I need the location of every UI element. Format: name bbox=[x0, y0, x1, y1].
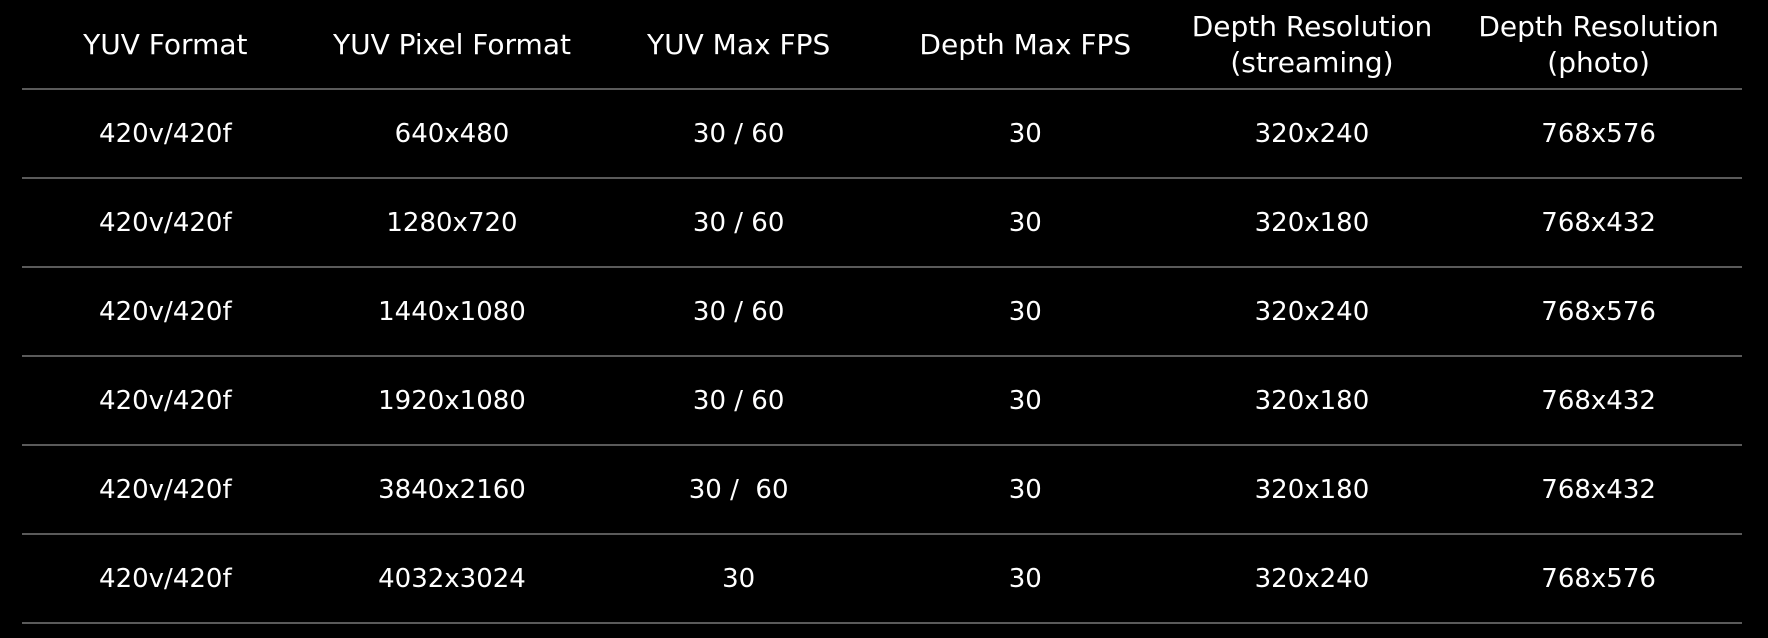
header-label-line-1: Depth Resolution bbox=[1478, 10, 1719, 43]
cell-yuv-format: 420v/420f bbox=[99, 474, 232, 505]
cell-yuv-pixel-format: 3840x2160 bbox=[378, 474, 526, 505]
cell-yuv-format: 420v/420f bbox=[99, 385, 232, 416]
cell-yuv-format: 420v/420f bbox=[99, 296, 232, 327]
header-yuv-max-fps: YUV Max FPS bbox=[595, 25, 882, 63]
cell-depth-resolution-streaming: 320x180 bbox=[1254, 474, 1370, 505]
header-depth-resolution-streaming: Depth Resolution (streaming) bbox=[1169, 7, 1456, 81]
cell-depth-resolution-photo: 768x576 bbox=[1541, 296, 1656, 327]
cell-yuv-format: 420v/420f bbox=[99, 118, 232, 149]
cell-depth-resolution-photo: 768x432 bbox=[1541, 385, 1656, 416]
table-row: 420v/420f 4032x3024 30 30 320x240 768x57… bbox=[22, 535, 1742, 624]
cell-depth-resolution-streaming: 320x180 bbox=[1254, 207, 1370, 238]
cell-yuv-pixel-format: 640x480 bbox=[394, 118, 510, 149]
cell-depth-resolution-streaming: 320x240 bbox=[1254, 118, 1370, 149]
header-depth-resolution-photo: Depth Resolution (photo) bbox=[1455, 7, 1742, 81]
header-label-line-2: (streaming) bbox=[1230, 46, 1394, 79]
header-label-line-2: (photo) bbox=[1547, 46, 1650, 79]
cell-depth-resolution-photo: 768x432 bbox=[1541, 474, 1656, 505]
header-label: YUV Max FPS bbox=[647, 28, 831, 61]
cell-depth-max-fps: 30 bbox=[1008, 118, 1042, 149]
header-depth-max-fps: Depth Max FPS bbox=[882, 25, 1169, 63]
cell-depth-resolution-photo: 768x432 bbox=[1541, 207, 1656, 238]
cell-depth-max-fps: 30 bbox=[1008, 296, 1042, 327]
cell-yuv-pixel-format: 4032x3024 bbox=[378, 563, 526, 594]
cell-depth-resolution-photo: 768x576 bbox=[1541, 118, 1656, 149]
cell-depth-max-fps: 30 bbox=[1008, 207, 1042, 238]
cell-yuv-format: 420v/420f bbox=[99, 563, 232, 594]
cell-yuv-format: 420v/420f bbox=[99, 207, 232, 238]
cell-yuv-max-fps: 30 / 60 bbox=[692, 207, 785, 238]
cell-depth-resolution-streaming: 320x240 bbox=[1254, 296, 1370, 327]
table-row: 420v/420f 640x480 30 / 60 30 320x240 768… bbox=[22, 90, 1742, 179]
specs-table: YUV Format YUV Pixel Format YUV Max FPS … bbox=[22, 0, 1742, 624]
table-header-row: YUV Format YUV Pixel Format YUV Max FPS … bbox=[22, 0, 1742, 90]
cell-depth-max-fps: 30 bbox=[1008, 474, 1042, 505]
table-row: 420v/420f 1280x720 30 / 60 30 320x180 76… bbox=[22, 179, 1742, 268]
header-label: YUV Format bbox=[83, 28, 248, 61]
cell-depth-max-fps: 30 bbox=[1008, 563, 1042, 594]
header-label: Depth Max FPS bbox=[919, 28, 1132, 61]
header-label-line-1: Depth Resolution bbox=[1191, 10, 1433, 43]
header-yuv-format: YUV Format bbox=[22, 25, 309, 63]
cell-depth-resolution-streaming: 320x180 bbox=[1254, 385, 1370, 416]
table-row: 420v/420f 3840x2160 30 / 60 30 320x180 7… bbox=[22, 446, 1742, 535]
cell-depth-resolution-streaming: 320x240 bbox=[1254, 563, 1370, 594]
table-row: 420v/420f 1920x1080 30 / 60 30 320x180 7… bbox=[22, 357, 1742, 446]
cell-yuv-max-fps: 30 / 60 bbox=[688, 474, 789, 505]
cell-yuv-pixel-format: 1280x720 bbox=[386, 207, 518, 238]
cell-yuv-max-fps: 30 bbox=[722, 563, 756, 594]
header-yuv-pixel-format: YUV Pixel Format bbox=[309, 25, 596, 63]
cell-yuv-pixel-format: 1920x1080 bbox=[378, 385, 526, 416]
cell-yuv-max-fps: 30 / 60 bbox=[692, 385, 785, 416]
cell-yuv-max-fps: 30 / 60 bbox=[692, 118, 785, 149]
cell-yuv-pixel-format: 1440x1080 bbox=[378, 296, 526, 327]
cell-yuv-max-fps: 30 / 60 bbox=[692, 296, 785, 327]
table-row: 420v/420f 1440x1080 30 / 60 30 320x240 7… bbox=[22, 268, 1742, 357]
cell-depth-max-fps: 30 bbox=[1008, 385, 1042, 416]
header-label: YUV Pixel Format bbox=[332, 28, 571, 61]
cell-depth-resolution-photo: 768x576 bbox=[1541, 563, 1656, 594]
